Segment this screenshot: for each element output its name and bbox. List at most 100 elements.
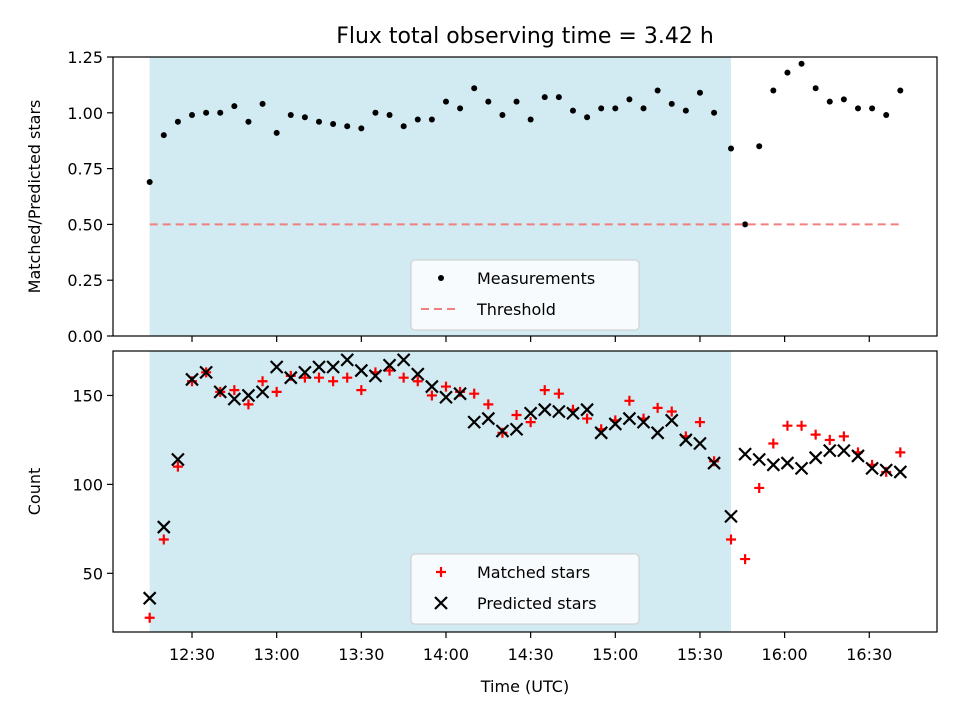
- measurement-point: [897, 87, 904, 94]
- predicted-star-point: [752, 452, 766, 467]
- measurement-point: [883, 112, 890, 119]
- predicted-star-point: [481, 411, 496, 426]
- legend-label: Predicted stars: [477, 594, 597, 613]
- measurement-point: [728, 145, 734, 152]
- matched-star-point: [881, 466, 892, 477]
- y-tick-label: 1.00: [67, 104, 103, 123]
- measurement-point: [840, 96, 847, 103]
- x-tick-label: 16:30: [846, 645, 892, 664]
- measurement-point: [160, 132, 167, 139]
- measurement-point: [287, 112, 294, 119]
- predicted-star-point: [837, 443, 851, 458]
- predicted-star-point: [241, 388, 256, 403]
- measurement-point: [826, 98, 833, 105]
- measurement-point: [499, 112, 506, 119]
- predicted-star-point: [608, 417, 623, 431]
- matched-star-point: [666, 406, 677, 417]
- y-tick-label: 100: [72, 475, 103, 494]
- x-tick-label: 13:30: [338, 645, 384, 664]
- measurement-point: [682, 107, 689, 114]
- matched-star-point: [754, 482, 765, 493]
- predicted-star-point: [766, 458, 781, 472]
- predicted-star-point: [865, 461, 879, 476]
- predicted-star-point: [495, 424, 510, 438]
- matched-star-point: [838, 431, 849, 442]
- matched-star-point: [553, 388, 564, 399]
- axes-frame: [112, 56, 938, 337]
- legend-marker: [436, 567, 446, 577]
- measurement-point: [301, 114, 308, 121]
- predicted-star-point: [537, 402, 552, 417]
- matched-star-point: [624, 395, 635, 406]
- matched-star-point: [796, 420, 807, 431]
- measurement-point: [854, 105, 861, 112]
- measurement-point: [756, 143, 763, 150]
- matched-star-point: [511, 410, 522, 421]
- measurement-point: [203, 109, 210, 116]
- matched-star-point: [895, 447, 906, 458]
- predicted-star-point: [566, 406, 580, 421]
- measurement-point: [358, 125, 365, 132]
- y-tick-label: 150: [72, 386, 103, 405]
- measurement-point: [696, 89, 703, 96]
- y-tick-label: 0.25: [67, 271, 103, 290]
- measurement-point: [400, 123, 407, 130]
- matched-star-point: [398, 372, 409, 383]
- predicted-star-point: [439, 390, 453, 405]
- measurement-point: [527, 116, 534, 123]
- legend-box: [410, 259, 640, 331]
- matched-star-point: [229, 385, 240, 396]
- predicted-star-point: [382, 358, 397, 373]
- measurement-point: [189, 112, 196, 119]
- x-tick-label: 13:00: [254, 645, 300, 664]
- legend-box: [410, 553, 640, 625]
- matched-star-point: [652, 402, 663, 413]
- matched-star-point: [726, 534, 736, 545]
- matched-star-point: [525, 417, 536, 428]
- measurement-point: [330, 120, 337, 127]
- predicted-star-point: [255, 385, 270, 399]
- y-axis-label: Count: [25, 468, 44, 516]
- matched-star-point: [810, 429, 821, 440]
- predicted-star-point: [822, 443, 837, 458]
- measurement-point: [626, 96, 633, 103]
- matched-star-point: [299, 372, 310, 383]
- y-tick-label: 0.75: [67, 160, 103, 179]
- measurement-point: [245, 118, 252, 125]
- y-tick-label: 1.25: [67, 48, 103, 67]
- predicted-star-point: [707, 456, 721, 470]
- measurement-point: [485, 98, 492, 105]
- matched-star-point: [782, 420, 793, 431]
- measurement-point: [784, 69, 791, 76]
- measurement-point: [770, 87, 777, 94]
- matched-star-point: [824, 434, 835, 445]
- matched-star-point: [469, 388, 480, 399]
- predicted-star-point: [794, 461, 809, 476]
- measurement-point: [798, 60, 805, 67]
- predicted-star-point: [808, 450, 823, 465]
- y-tick-label: 50: [83, 564, 103, 583]
- measurement-point: [812, 85, 819, 92]
- y-tick-label: 0.50: [67, 215, 103, 234]
- x-tick-label: 14:30: [508, 645, 554, 664]
- measurement-point: [541, 94, 548, 101]
- matched-star-point: [328, 376, 339, 387]
- predicted-star-point: [312, 360, 326, 374]
- predicted-star-point: [298, 365, 312, 380]
- measurement-point: [471, 85, 478, 92]
- matched-star-point: [144, 612, 155, 623]
- predicted-star-point: [410, 367, 425, 381]
- legend-marker: [434, 596, 448, 610]
- predicted-star-point: [650, 426, 665, 440]
- measurement-point: [174, 118, 181, 125]
- predicted-star-point: [594, 426, 608, 440]
- axes-frame: [112, 350, 938, 633]
- predicted-star-point: [509, 422, 524, 437]
- legend-label: Measurements: [477, 269, 595, 288]
- measurement-point: [584, 114, 591, 121]
- matched-star-point: [483, 399, 494, 410]
- measurement-point: [231, 103, 238, 110]
- predicted-star-point: [780, 456, 795, 470]
- predicted-star-point: [523, 406, 538, 421]
- matched-star-point: [412, 376, 423, 387]
